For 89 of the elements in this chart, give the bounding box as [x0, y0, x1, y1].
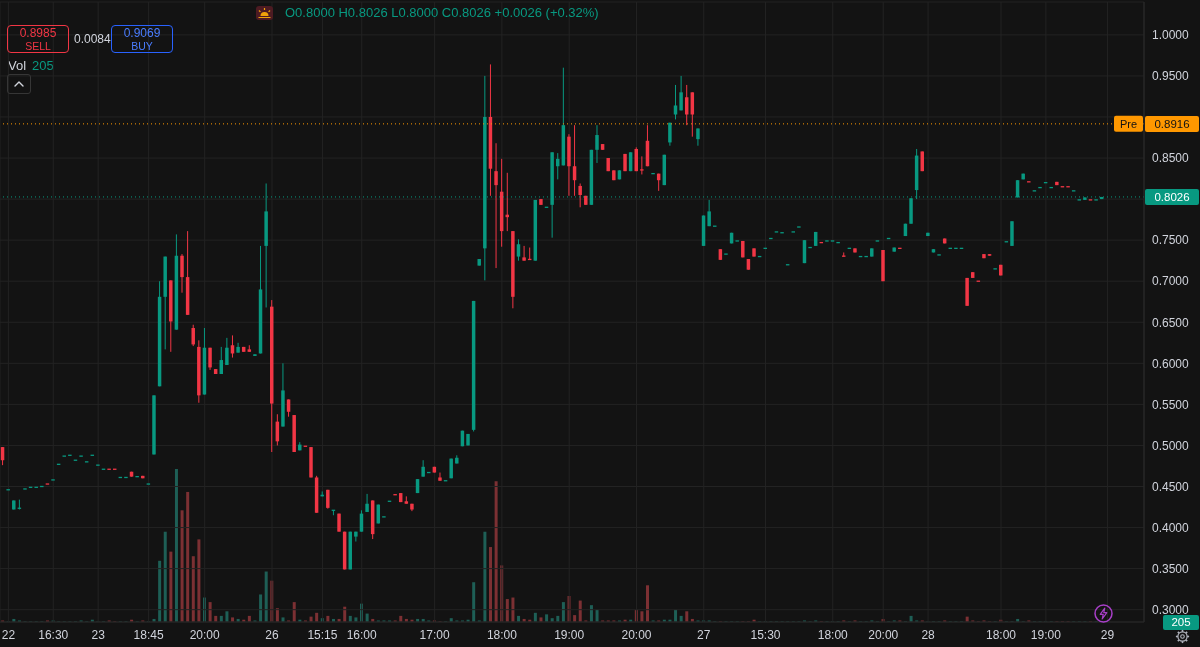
- y-tick-label: 0.7500: [1152, 233, 1190, 248]
- candlestick: [578, 182, 582, 208]
- x-tick-label: 17:00: [419, 627, 450, 642]
- annotation: 205: [32, 58, 54, 73]
- bar: [225, 611, 229, 622]
- candlestick: [494, 142, 498, 269]
- bar: [494, 481, 498, 622]
- bar: [640, 611, 644, 622]
- y-tick-label: 1.0000: [1152, 28, 1190, 43]
- text: 0.8026: [1145, 188, 1199, 205]
- x-tick-label: 27: [697, 627, 711, 642]
- bar: [186, 491, 190, 622]
- candlestick: [640, 155, 644, 175]
- annotation: 0.8985: [18, 26, 58, 40]
- bar: [158, 560, 162, 622]
- candlestick: [595, 124, 599, 164]
- candlestick: [684, 84, 689, 126]
- candlestick: [679, 75, 683, 111]
- bar: [259, 594, 263, 622]
- bar: [489, 547, 492, 622]
- y-tick-label: 0.3000: [1152, 602, 1190, 617]
- annotation: O0.8000 H0.8026 L0.8000 C0.8026 +0.0026 (+0.32%): [285, 5, 599, 21]
- x-tick-label: 18:00: [817, 627, 849, 642]
- candlestick: [225, 337, 229, 366]
- candlestick: [673, 84, 678, 120]
- text: 205: [1163, 615, 1199, 630]
- annotation: Vol: [8, 58, 27, 73]
- x-tick-label: 18:45: [133, 627, 164, 642]
- annotation: BUY: [130, 40, 154, 52]
- annotation: SELL: [24, 40, 52, 52]
- bar: [685, 611, 689, 622]
- y-tick-label: 0.9500: [1152, 69, 1190, 84]
- x-tick-label: 18:00: [985, 627, 1017, 642]
- x-tick-label: 28: [921, 627, 936, 642]
- y-tick-label: 0.5500: [1152, 397, 1190, 412]
- candlestick: [354, 531, 358, 543]
- bar: [646, 585, 650, 622]
- x-tick-label: 20:00: [868, 627, 899, 642]
- x-tick-label: 16:30: [38, 627, 69, 642]
- x-tick-label: 19:00: [554, 627, 585, 642]
- x-tick-label: 29: [1100, 627, 1115, 642]
- candlestick: [707, 199, 711, 227]
- bar: [191, 556, 195, 622]
- x-tick-label: 26: [265, 627, 279, 642]
- bar: [180, 510, 184, 622]
- bar: [292, 602, 296, 622]
- x-tick-label: 20:00: [189, 627, 221, 642]
- bar: [163, 531, 167, 622]
- text: 0.8916: [1145, 115, 1199, 132]
- y-tick-label: 0.6000: [1152, 356, 1190, 371]
- x-tick-label: 16:00: [346, 627, 378, 642]
- candlestick: [522, 245, 526, 262]
- candlestick: [516, 238, 521, 262]
- y-tick-label: 0.4500: [1152, 479, 1190, 494]
- x-tick-label: 15:15: [307, 627, 338, 642]
- bar: [505, 599, 509, 622]
- bar: [174, 469, 178, 622]
- bar: [169, 551, 173, 622]
- y-tick-label: 0.6500: [1152, 315, 1190, 330]
- x-tick-label: 23: [91, 627, 106, 642]
- annotation: 0.9069: [122, 26, 162, 40]
- x-tick-label: 18:00: [486, 627, 518, 642]
- bar: [264, 571, 268, 622]
- candlestick: [438, 472, 442, 482]
- x-tick-label: 15:30: [750, 627, 781, 642]
- annotation: 0.0084: [74, 32, 111, 46]
- x-tick-label: 22: [1, 627, 16, 642]
- bar: [561, 602, 565, 622]
- x-tick-label: 20:00: [621, 627, 652, 642]
- buy-button: 0.9069 BUY: [111, 25, 173, 53]
- y-tick-label: 0.5000: [1152, 438, 1190, 453]
- candlestick: [191, 324, 195, 347]
- y-tick-label: 0.7000: [1152, 274, 1190, 289]
- y-tick-label: 0.8500: [1152, 151, 1190, 166]
- y-tick-label: 0.4000: [1152, 520, 1190, 535]
- bar: [545, 614, 549, 622]
- candlestick: [180, 253, 184, 294]
- sell-button: 0.8985 SELL: [7, 25, 69, 53]
- ref-line-label: Pre: [1119, 117, 1138, 130]
- bar: [208, 602, 212, 622]
- x-tick-label: 19:00: [1030, 627, 1062, 642]
- bar: [197, 539, 201, 622]
- bar: [472, 582, 476, 622]
- y-tick-label: 0.3500: [1152, 561, 1190, 576]
- bar: [589, 605, 593, 622]
- bar: [511, 597, 515, 622]
- bar: [483, 531, 487, 622]
- candlestick: [365, 493, 369, 513]
- candlestick: [690, 91, 695, 138]
